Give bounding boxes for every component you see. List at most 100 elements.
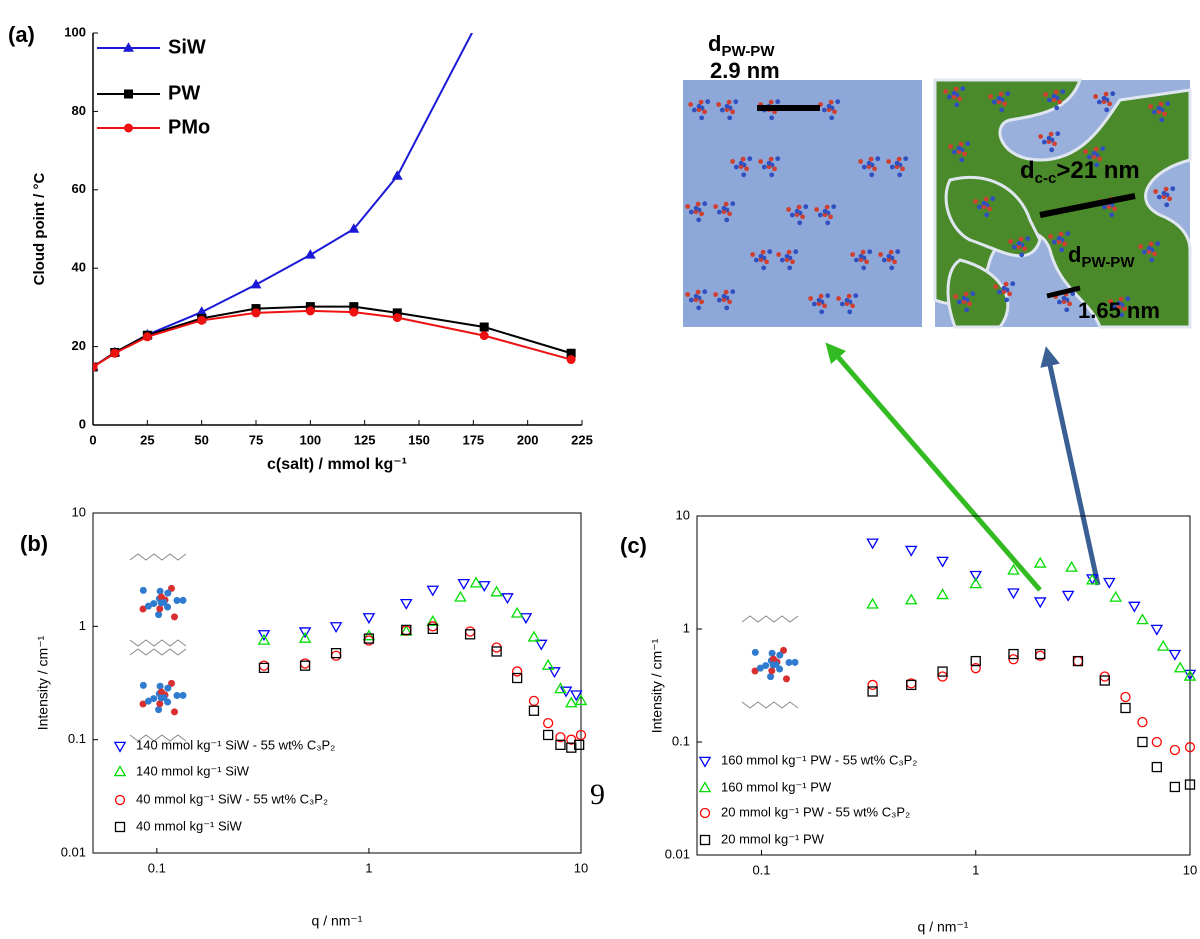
legend-marker	[114, 821, 126, 833]
atom	[724, 107, 730, 113]
atom	[139, 681, 147, 689]
atom	[817, 212, 823, 218]
marker	[1033, 556, 1047, 568]
marker	[93, 362, 98, 372]
marker	[512, 672, 523, 684]
atom	[1101, 95, 1107, 101]
atom	[693, 297, 699, 303]
atom	[1116, 300, 1122, 306]
atom	[1100, 146, 1106, 152]
marker	[1151, 761, 1162, 773]
snapshot-left	[683, 80, 922, 327]
atom	[730, 159, 736, 164]
atom	[724, 305, 730, 311]
marker	[304, 249, 316, 259]
atom	[1049, 147, 1055, 153]
atom	[1093, 146, 1099, 152]
atom	[1148, 104, 1154, 109]
atom	[1101, 99, 1107, 105]
atom	[1146, 249, 1152, 255]
atom	[733, 164, 739, 170]
atom	[894, 164, 900, 170]
atom	[826, 107, 832, 113]
x-tick-label: 225	[571, 432, 593, 447]
marker	[454, 590, 467, 602]
atom	[1153, 189, 1159, 194]
atom	[1022, 246, 1027, 252]
atom	[769, 115, 775, 121]
atom	[1091, 150, 1097, 156]
legend-marker	[124, 123, 133, 133]
y-tick-label: 1	[683, 620, 690, 635]
atom	[164, 698, 172, 706]
atom	[179, 596, 187, 604]
marker	[528, 705, 540, 716]
atom	[793, 249, 799, 255]
x-tick-label: 200	[517, 432, 539, 447]
atom	[832, 109, 837, 115]
atom	[943, 89, 949, 94]
atom	[1170, 186, 1176, 192]
marker	[479, 331, 489, 341]
atom	[1161, 194, 1167, 200]
atom	[794, 208, 800, 214]
atom	[794, 212, 800, 218]
marker	[1151, 736, 1162, 748]
atom	[716, 297, 722, 303]
symbol: d	[1020, 157, 1035, 184]
marker	[348, 223, 360, 233]
atom	[824, 204, 830, 210]
x-tick-label: 10	[574, 860, 588, 875]
marker	[1137, 736, 1148, 748]
x-tick-label: 1	[365, 860, 372, 875]
marker	[329, 622, 343, 634]
marker	[573, 739, 585, 751]
atom	[782, 675, 790, 683]
y-tick-label: 0	[79, 416, 86, 431]
atom	[965, 141, 971, 147]
atom	[1152, 251, 1157, 257]
marker	[362, 613, 376, 625]
marker	[566, 734, 577, 745]
atom	[835, 99, 841, 105]
atom	[1148, 241, 1154, 247]
atom	[776, 252, 782, 257]
atom	[164, 684, 172, 692]
atom	[691, 107, 697, 113]
atom	[747, 156, 753, 162]
atom	[866, 164, 872, 170]
atom	[769, 655, 777, 663]
atom	[847, 309, 853, 315]
atom	[741, 172, 747, 178]
marker	[1033, 597, 1047, 609]
atom	[1016, 244, 1022, 250]
marker	[298, 627, 312, 639]
y-axis-title: Intensity / cm⁻¹	[649, 638, 665, 733]
atom	[1109, 212, 1115, 218]
atom	[1158, 101, 1164, 107]
atom	[962, 151, 967, 157]
atom	[766, 160, 772, 166]
y-tick-label: 0.01	[665, 846, 690, 861]
marker	[937, 666, 948, 677]
atom	[864, 259, 869, 265]
marker	[363, 633, 375, 644]
atom	[696, 217, 702, 223]
atom	[1146, 245, 1152, 251]
atom	[959, 157, 965, 163]
marker	[969, 577, 983, 589]
marker	[574, 694, 588, 706]
marker	[457, 578, 471, 590]
atom	[1003, 281, 1009, 287]
atom	[155, 611, 163, 619]
atom	[1118, 296, 1124, 302]
legend-marker	[699, 807, 711, 819]
marker	[478, 581, 491, 593]
marker	[542, 729, 554, 741]
atom	[727, 211, 732, 217]
atom	[1107, 101, 1112, 107]
atom	[688, 297, 694, 303]
atom	[961, 295, 967, 301]
atom	[822, 208, 828, 214]
atom	[858, 257, 864, 263]
